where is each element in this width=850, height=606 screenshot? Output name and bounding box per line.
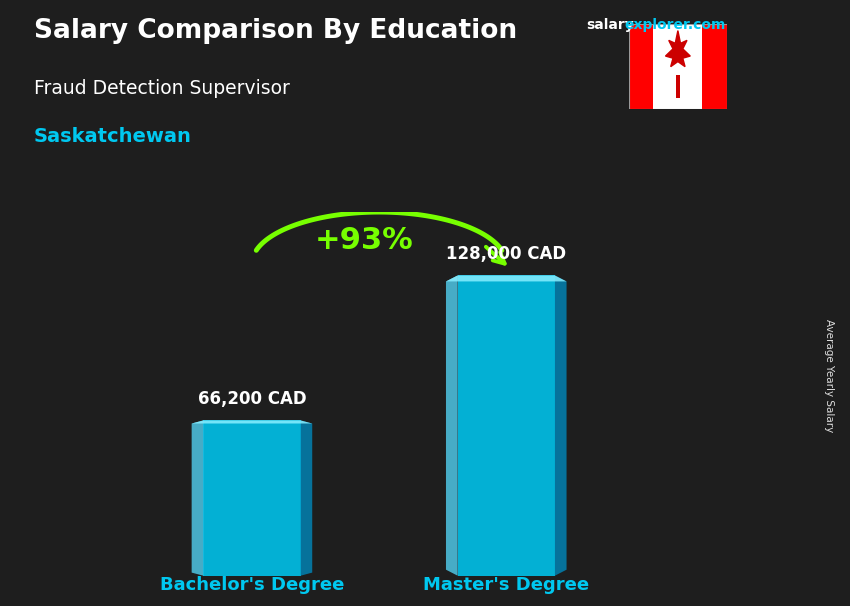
- Text: Saskatchewan: Saskatchewan: [34, 127, 192, 146]
- Text: 128,000 CAD: 128,000 CAD: [446, 245, 566, 262]
- Text: +93%: +93%: [314, 226, 413, 255]
- Bar: [702, 24, 727, 109]
- Polygon shape: [191, 421, 203, 576]
- Polygon shape: [555, 276, 567, 576]
- Bar: [676, 75, 680, 98]
- Text: 66,200 CAD: 66,200 CAD: [198, 390, 306, 407]
- Polygon shape: [457, 276, 555, 576]
- Text: Bachelor's Degree: Bachelor's Degree: [160, 576, 344, 594]
- Polygon shape: [301, 421, 312, 576]
- Polygon shape: [446, 276, 567, 281]
- Text: Salary Comparison By Education: Salary Comparison By Education: [34, 18, 517, 44]
- Bar: [629, 24, 654, 109]
- Polygon shape: [203, 421, 301, 576]
- Text: Master's Degree: Master's Degree: [423, 576, 589, 594]
- Text: Average Yearly Salary: Average Yearly Salary: [824, 319, 834, 432]
- Text: Fraud Detection Supervisor: Fraud Detection Supervisor: [34, 79, 290, 98]
- Bar: [654, 24, 702, 109]
- Text: explorer.com: explorer.com: [625, 18, 726, 32]
- Polygon shape: [191, 421, 312, 424]
- Polygon shape: [666, 31, 690, 67]
- Polygon shape: [446, 276, 457, 576]
- Text: salary: salary: [586, 18, 634, 32]
